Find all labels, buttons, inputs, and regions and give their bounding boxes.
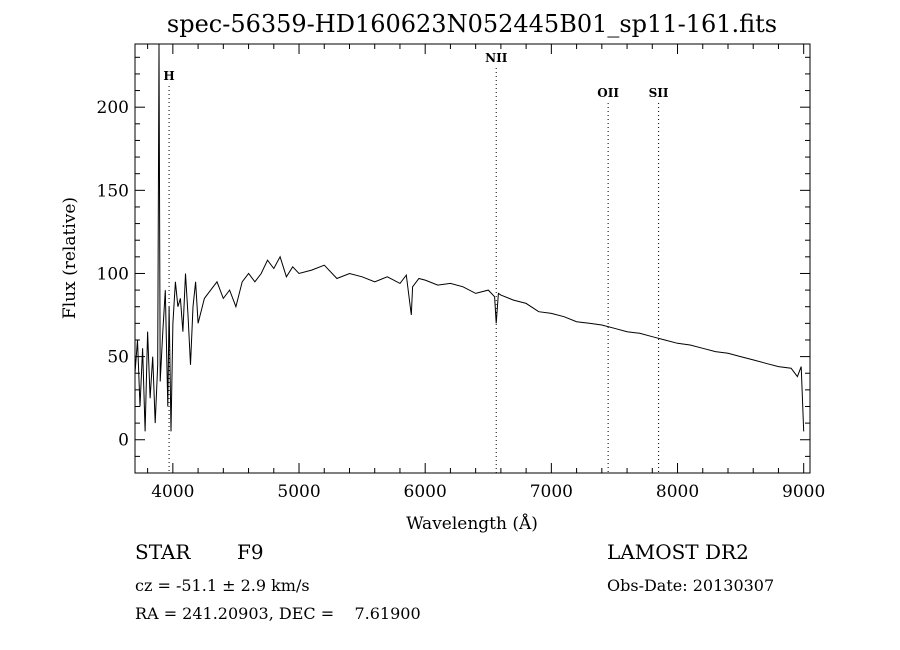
- object-subclass: F9: [237, 540, 264, 564]
- emission-line-markers: H NII OII SII: [163, 51, 669, 473]
- y-tick-label: 0: [118, 431, 129, 451]
- redshift-value: cz = -51.1 ± 2.9 km/s: [135, 576, 310, 595]
- flux-series-line: [134, 43, 805, 432]
- x-axis-label: Wavelength (Å): [406, 513, 538, 534]
- x-tick-label: 8000: [656, 482, 699, 502]
- survey-name: LAMOST DR2: [607, 540, 749, 564]
- y-tick-label: 150: [97, 181, 129, 201]
- x-tick-label: 7000: [530, 482, 573, 502]
- y-tick-label: 100: [97, 264, 129, 284]
- x-tick-label: 4000: [151, 482, 194, 502]
- x-tick-label: 6000: [404, 482, 447, 502]
- object-class: STAR: [135, 540, 191, 564]
- x-tick-label: 9000: [782, 482, 825, 502]
- plot-frame: [134, 43, 811, 474]
- observation-date: Obs-Date: 20130307: [607, 576, 775, 595]
- y-tick-label: 200: [97, 98, 129, 118]
- line-marker-label: NII: [485, 51, 508, 65]
- axis-ticks: 4000 5000 6000 7000 8000 9000 0 50 100 150 200: [97, 44, 825, 502]
- line-marker-label: H: [163, 69, 174, 83]
- y-axis-label: Flux (relative): [60, 197, 80, 319]
- coordinates: RA = 241.20903, DEC = 7.61900: [135, 604, 421, 623]
- chart-title: spec-56359-HD160623N052445B01_sp11-161.f…: [167, 10, 777, 38]
- y-tick-label: 50: [107, 348, 129, 368]
- line-marker-label: OII: [597, 86, 619, 100]
- x-tick-label: 5000: [277, 482, 320, 502]
- line-marker-label: SII: [649, 86, 669, 100]
